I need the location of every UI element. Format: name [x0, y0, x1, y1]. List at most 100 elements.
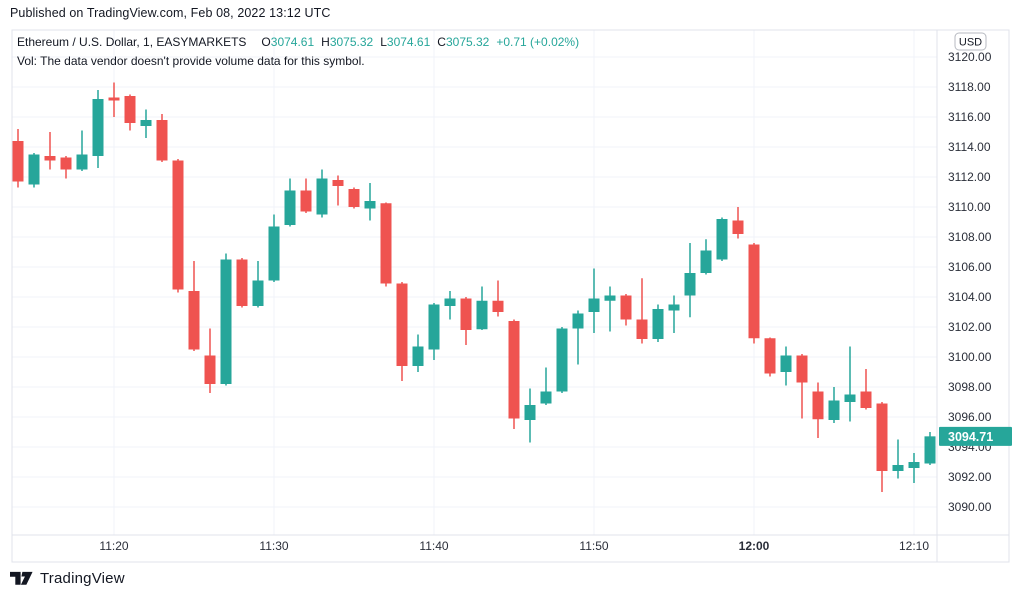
time-tick-label: 12:10 — [899, 539, 929, 553]
candle — [604, 286, 616, 332]
candle — [796, 354, 808, 419]
candle-body — [60, 157, 72, 170]
tradingview-logo-text: TradingView — [40, 569, 125, 587]
candle-body — [28, 154, 40, 185]
candle — [108, 82, 120, 117]
price-tick-label: 3092.00 — [948, 470, 992, 484]
candle — [700, 239, 712, 275]
price-tick-label: 3102.00 — [948, 320, 992, 334]
candle — [476, 286, 488, 330]
candle-body — [476, 300, 488, 330]
candle — [396, 282, 408, 381]
candle-body — [172, 160, 184, 290]
candle-body — [188, 291, 200, 350]
candle — [172, 159, 184, 293]
candle-body — [828, 400, 840, 420]
candle-body — [284, 190, 296, 225]
currency-badge[interactable] — [954, 32, 987, 51]
candle-body — [668, 304, 680, 311]
candle — [780, 346, 792, 386]
candle-body — [700, 250, 712, 273]
candle-body — [908, 462, 920, 468]
candle — [268, 214, 280, 282]
time-tick-label: 11:20 — [99, 539, 128, 553]
price-tick-label: 3108.00 — [948, 230, 992, 244]
candle — [716, 217, 728, 261]
candle-body — [396, 283, 408, 366]
candle — [316, 169, 328, 218]
candle-body — [636, 319, 648, 339]
candle — [876, 402, 888, 492]
candle — [860, 369, 872, 410]
candle-body — [924, 436, 936, 464]
candle — [636, 278, 648, 344]
candle-body — [220, 259, 232, 384]
candle — [556, 327, 568, 393]
candle — [652, 304, 664, 342]
candle-body — [892, 465, 904, 471]
chart-legend: Ethereum / U.S. Dollar, 1, EASYMARKETS O3… — [17, 35, 579, 68]
candle — [508, 319, 520, 429]
candle-body — [572, 313, 584, 329]
candle — [300, 178, 312, 213]
candle-body — [364, 201, 376, 209]
candle-body — [588, 298, 600, 312]
candle — [220, 253, 232, 386]
candle — [812, 382, 824, 438]
price-tick-label: 3120.00 — [948, 50, 992, 64]
ohlc-value: 3074.61 — [270, 35, 315, 49]
published-bar: Published on TradingView.com, Feb 08, 20… — [10, 6, 331, 20]
candle-body — [764, 338, 776, 374]
candle — [12, 129, 24, 188]
candle-body — [684, 273, 696, 296]
candle-body — [300, 190, 312, 212]
candle-body — [540, 391, 552, 404]
tradingview-logo[interactable]: TradingView — [10, 567, 125, 589]
candle — [844, 346, 856, 422]
candle — [140, 109, 152, 138]
volume-note: Vol: The data vendor doesn't provide vol… — [17, 54, 365, 68]
candle — [668, 295, 680, 333]
price-tick-label: 3114.00 — [948, 140, 991, 154]
candle-body — [380, 203, 392, 284]
price-tick-label: 3098.00 — [948, 380, 992, 394]
candle — [44, 132, 56, 170]
candle-body — [796, 355, 808, 383]
candle-body — [604, 295, 616, 301]
ohlc-readout: O3074.61 H3075.32 L3074.61 C3075.32 — [254, 35, 489, 49]
time-tick-label: 11:40 — [419, 539, 448, 553]
candle-body — [732, 220, 744, 234]
tradingview-logo-icon — [10, 571, 33, 585]
candle-body — [620, 295, 632, 320]
candle-body — [348, 189, 360, 207]
candle-body — [316, 178, 328, 215]
candle-body — [12, 141, 24, 182]
candle — [380, 202, 392, 287]
candle-body — [412, 346, 424, 366]
candle-body — [492, 300, 504, 312]
candle-body — [332, 180, 344, 186]
candle-body — [108, 97, 120, 101]
candle-body — [508, 321, 520, 419]
candle — [204, 328, 216, 393]
price-tick-label: 3100.00 — [948, 350, 992, 364]
candle-body — [460, 298, 472, 330]
ohlc-letter: L — [380, 35, 387, 49]
candle — [908, 453, 920, 483]
candle — [364, 183, 376, 221]
last-price-badge — [939, 426, 1012, 446]
symbol-title: Ethereum / U.S. Dollar, 1, EASYMARKETS — [17, 35, 247, 49]
candle-body — [556, 328, 568, 392]
candle — [428, 303, 440, 360]
time-tick-label: 11:50 — [579, 539, 608, 553]
time-tick-label: 11:30 — [259, 539, 288, 553]
candle-body — [76, 154, 88, 170]
price-tick-label: 3112.00 — [948, 170, 991, 184]
currency-badge-label: USD — [959, 37, 982, 49]
candle — [76, 130, 88, 171]
candle — [444, 291, 456, 320]
candle — [188, 261, 200, 351]
candle — [572, 310, 584, 365]
candle — [684, 243, 696, 318]
